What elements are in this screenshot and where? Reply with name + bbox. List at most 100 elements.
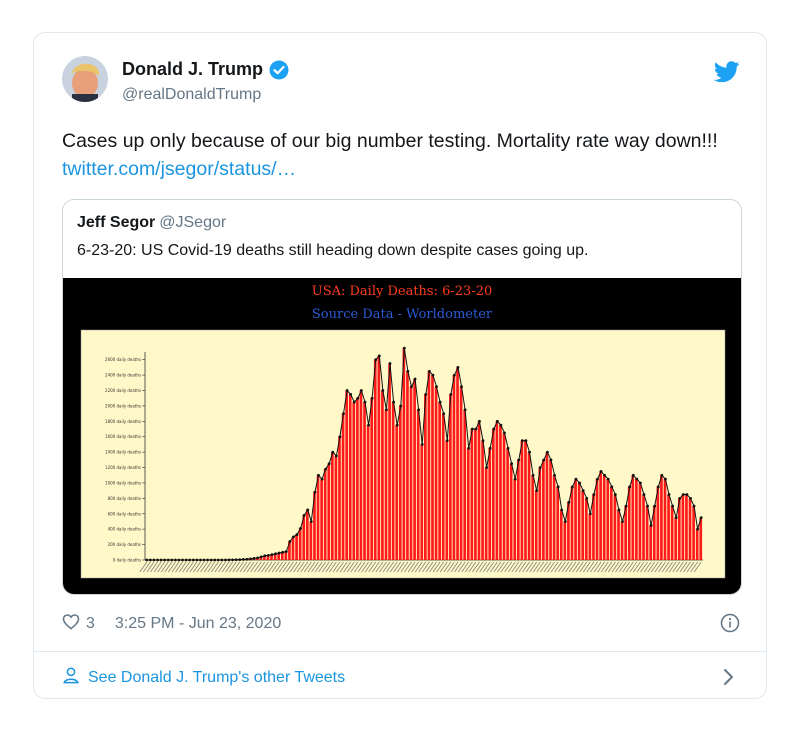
twitter-bird-icon[interactable] xyxy=(713,61,740,83)
tweet-card[interactable]: Donald J. Trump @realDonaldTrump Cases u… xyxy=(33,32,767,699)
data-point xyxy=(438,400,442,404)
bar xyxy=(434,386,438,560)
bar xyxy=(338,436,341,560)
data-point xyxy=(252,557,256,560)
bar xyxy=(377,355,381,560)
author-name[interactable]: Donald J. Trump xyxy=(122,59,264,79)
data-point xyxy=(370,396,374,400)
x-tick-label xyxy=(575,561,584,573)
x-tick-label xyxy=(525,561,534,573)
bar xyxy=(284,551,288,560)
see-other-tweets-link[interactable]: See Donald J. Trump's other Tweets xyxy=(62,666,345,689)
info-icon[interactable] xyxy=(720,613,740,633)
data-point xyxy=(538,466,542,469)
x-tick-label xyxy=(250,561,258,573)
bar xyxy=(699,517,703,560)
x-tick-label xyxy=(293,561,301,573)
bar xyxy=(277,553,281,560)
x-tick-label xyxy=(300,561,309,573)
data-point xyxy=(460,385,463,389)
x-tick-label xyxy=(461,561,469,573)
bar xyxy=(288,541,291,560)
avatar[interactable] xyxy=(62,56,108,102)
chart-subtitle: Source Data - Worldometer xyxy=(312,307,493,322)
bar xyxy=(649,525,653,560)
x-tick-label xyxy=(218,561,226,573)
data-point xyxy=(188,558,192,562)
divider xyxy=(34,651,766,652)
chart-image[interactable]: USA: Daily Deaths: 6-23-20 Source Data - … xyxy=(63,278,741,594)
x-tick-label xyxy=(490,561,498,573)
chevron-right-icon[interactable] xyxy=(722,667,736,687)
data-point xyxy=(424,392,428,396)
x-tick-label xyxy=(171,561,180,573)
bar xyxy=(531,475,534,560)
x-tick-label xyxy=(264,561,273,573)
bar xyxy=(459,386,463,560)
person-icon xyxy=(62,666,80,689)
data-point xyxy=(363,400,367,404)
y-tick-label: 1200 daily deaths xyxy=(105,465,141,470)
x-tick-label xyxy=(393,561,402,573)
data-point xyxy=(267,553,270,557)
x-tick-label xyxy=(350,561,359,573)
bar xyxy=(427,371,431,560)
tweet-link[interactable]: twitter.com/jsegor/status/… xyxy=(62,158,297,180)
bar xyxy=(695,529,699,560)
x-tick-label xyxy=(429,561,437,573)
bar xyxy=(627,486,631,560)
data-point xyxy=(646,504,649,508)
bar xyxy=(524,440,527,560)
data-point xyxy=(420,443,424,446)
data-point xyxy=(556,485,560,489)
bar xyxy=(559,509,563,560)
x-tick-label xyxy=(450,561,459,573)
y-tick-label: 800 daily deaths xyxy=(108,496,141,501)
data-point xyxy=(392,400,395,404)
y-tick-label: 400 daily deaths xyxy=(108,527,141,532)
x-tick-label xyxy=(683,561,691,573)
data-point xyxy=(524,439,528,442)
data-point xyxy=(259,555,263,559)
x-tick-label xyxy=(472,561,480,573)
bar xyxy=(613,494,617,560)
x-tick-label xyxy=(439,561,448,573)
bar xyxy=(424,394,427,560)
x-tick-label xyxy=(257,561,266,573)
y-tick-label: 2000 daily deaths xyxy=(105,403,141,408)
data-point xyxy=(406,369,410,373)
data-point xyxy=(206,558,209,562)
author-name-row[interactable]: Donald J. Trump xyxy=(122,59,289,80)
see-other-tweets-label[interactable]: See Donald J. Trump's other Tweets xyxy=(88,668,346,686)
data-point xyxy=(313,490,317,494)
tweet-timestamp[interactable]: 3:25 PM - Jun 23, 2020 xyxy=(114,615,282,632)
data-point xyxy=(442,412,446,416)
bar xyxy=(266,555,270,560)
data-point xyxy=(241,557,245,561)
quote-author-row: Jeff Segor @JSegor xyxy=(77,214,226,232)
bar xyxy=(366,425,370,560)
like-count[interactable]: 3 xyxy=(86,615,95,632)
data-point xyxy=(492,427,496,431)
author-handle[interactable]: @realDonaldTrump xyxy=(122,86,262,103)
data-point xyxy=(417,408,421,412)
data-point xyxy=(617,508,621,512)
data-point xyxy=(531,473,535,477)
x-tick-label xyxy=(186,561,194,573)
bar xyxy=(481,440,484,560)
x-tick-label xyxy=(296,561,305,573)
y-tick-label: 2600 daily deaths xyxy=(105,357,141,362)
bar xyxy=(463,409,467,560)
bar xyxy=(685,494,688,560)
bar xyxy=(556,486,560,560)
x-tick-label xyxy=(243,561,251,573)
data-point xyxy=(377,354,381,358)
x-tick-label xyxy=(643,561,652,573)
data-point xyxy=(299,527,302,530)
x-tick-label xyxy=(693,561,702,573)
data-point xyxy=(603,473,607,477)
x-tick-label xyxy=(543,561,552,573)
x-tick-label xyxy=(665,561,673,573)
heart-icon[interactable] xyxy=(62,613,80,635)
quoted-tweet[interactable]: Jeff Segor @JSegor 6-23-20: US Covid-19 d… xyxy=(62,199,742,595)
